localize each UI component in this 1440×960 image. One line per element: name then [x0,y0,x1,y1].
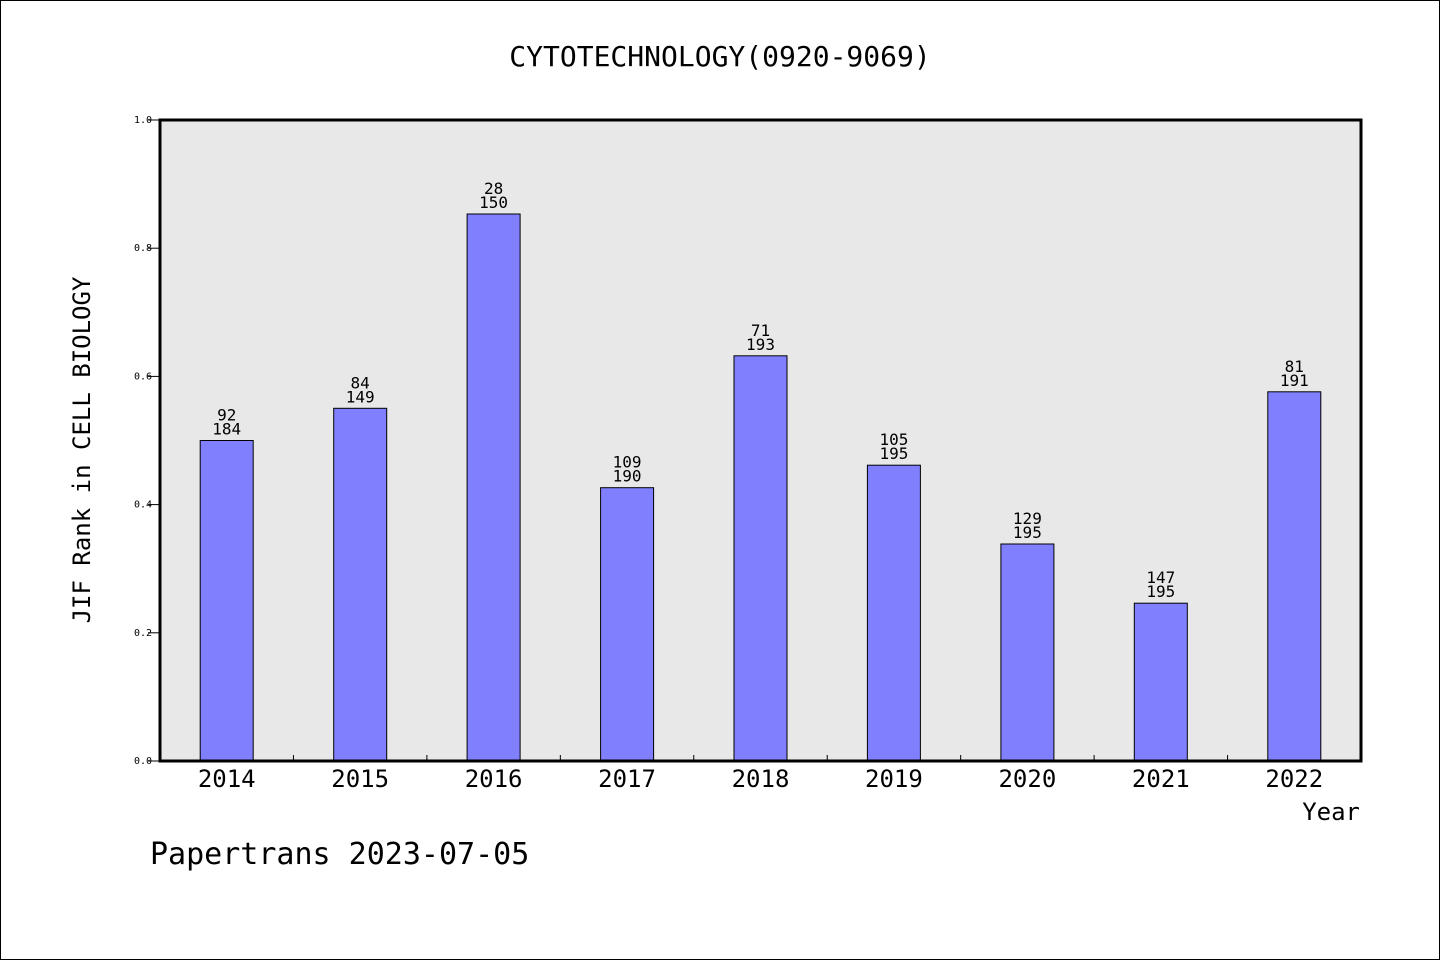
x-tick-label-2014: 2014 [198,765,256,793]
bar-label-total-2014: 184 [212,420,241,439]
bar-label-rank-2015: 84 [351,373,370,392]
y-axis-label: JIF Rank in CELL BIOLOGY [68,276,96,623]
plot-border [158,118,1363,763]
y-axis: 0.0 0.2 0.4 0.6 0.8 1.0 [134,115,160,767]
bar-label-rank-2021: 147 [1146,568,1175,587]
y-tick-label-0.6: 0.6 [134,371,152,382]
y-tick-label-0.0: 0.0 [134,756,152,767]
bar-label-total-2018: 193 [746,335,775,354]
x-tick-label-2022: 2022 [1265,765,1323,793]
bar-2016 [466,213,521,762]
bar-2017 [600,487,655,762]
footer-text: Papertrans 2023-07-05 [150,837,529,872]
x-axis: 2014 2015 2016 2017 2018 2019 2020 2021 2022 [198,755,1323,793]
bar-label-rank-2019: 105 [879,430,908,449]
bar-label-total-2015: 149 [346,387,375,406]
y-tick-label-1.0: 1.0 [134,115,152,126]
y-tick-label-0.4: 0.4 [134,500,152,511]
bar-label-rank-2018: 71 [751,321,770,340]
x-tick-label-2020: 2020 [998,765,1056,793]
x-tick-label-2018: 2018 [732,765,790,793]
bar-label-rank-2014: 92 [217,406,236,425]
bar-label-total-2017: 190 [613,467,642,486]
y-tick-label-0.2: 0.2 [134,628,152,639]
x-tick-label-2015: 2015 [331,765,389,793]
bar-label-total-2019: 195 [879,444,908,463]
bar-2020 [1000,543,1055,762]
bar-2015 [333,407,388,762]
bar-label-total-2016: 150 [479,193,508,212]
x-tick-label-2016: 2016 [465,765,523,793]
bar-label-rank-2017: 109 [613,453,642,472]
bar-2019 [866,464,921,762]
bar-2021 [1133,602,1188,762]
bar-label-rank-2016: 28 [484,179,503,198]
bar-label-rank-2020: 129 [1013,509,1042,528]
bar-labels-group: 9218484149281501091907119310519512919514… [212,179,1308,601]
bar-label-total-2021: 195 [1146,582,1175,601]
x-tick-label-2019: 2019 [865,765,923,793]
y-tick-label-0.8: 0.8 [134,243,152,254]
bar-label-rank-2022: 81 [1285,357,1304,376]
bars-group [199,213,1322,762]
bar-label-total-2022: 191 [1280,371,1309,390]
x-tick-label-2021: 2021 [1132,765,1190,793]
chart-title: CYTOTECHNOLOGY(0920-9069) [509,40,930,73]
bar-2014 [199,440,254,762]
bar-2018 [733,355,788,762]
bar-label-total-2020: 195 [1013,523,1042,542]
x-tick-label-2017: 2017 [598,765,656,793]
x-axis-label: Year [1302,798,1360,826]
bar-2022 [1267,391,1322,762]
